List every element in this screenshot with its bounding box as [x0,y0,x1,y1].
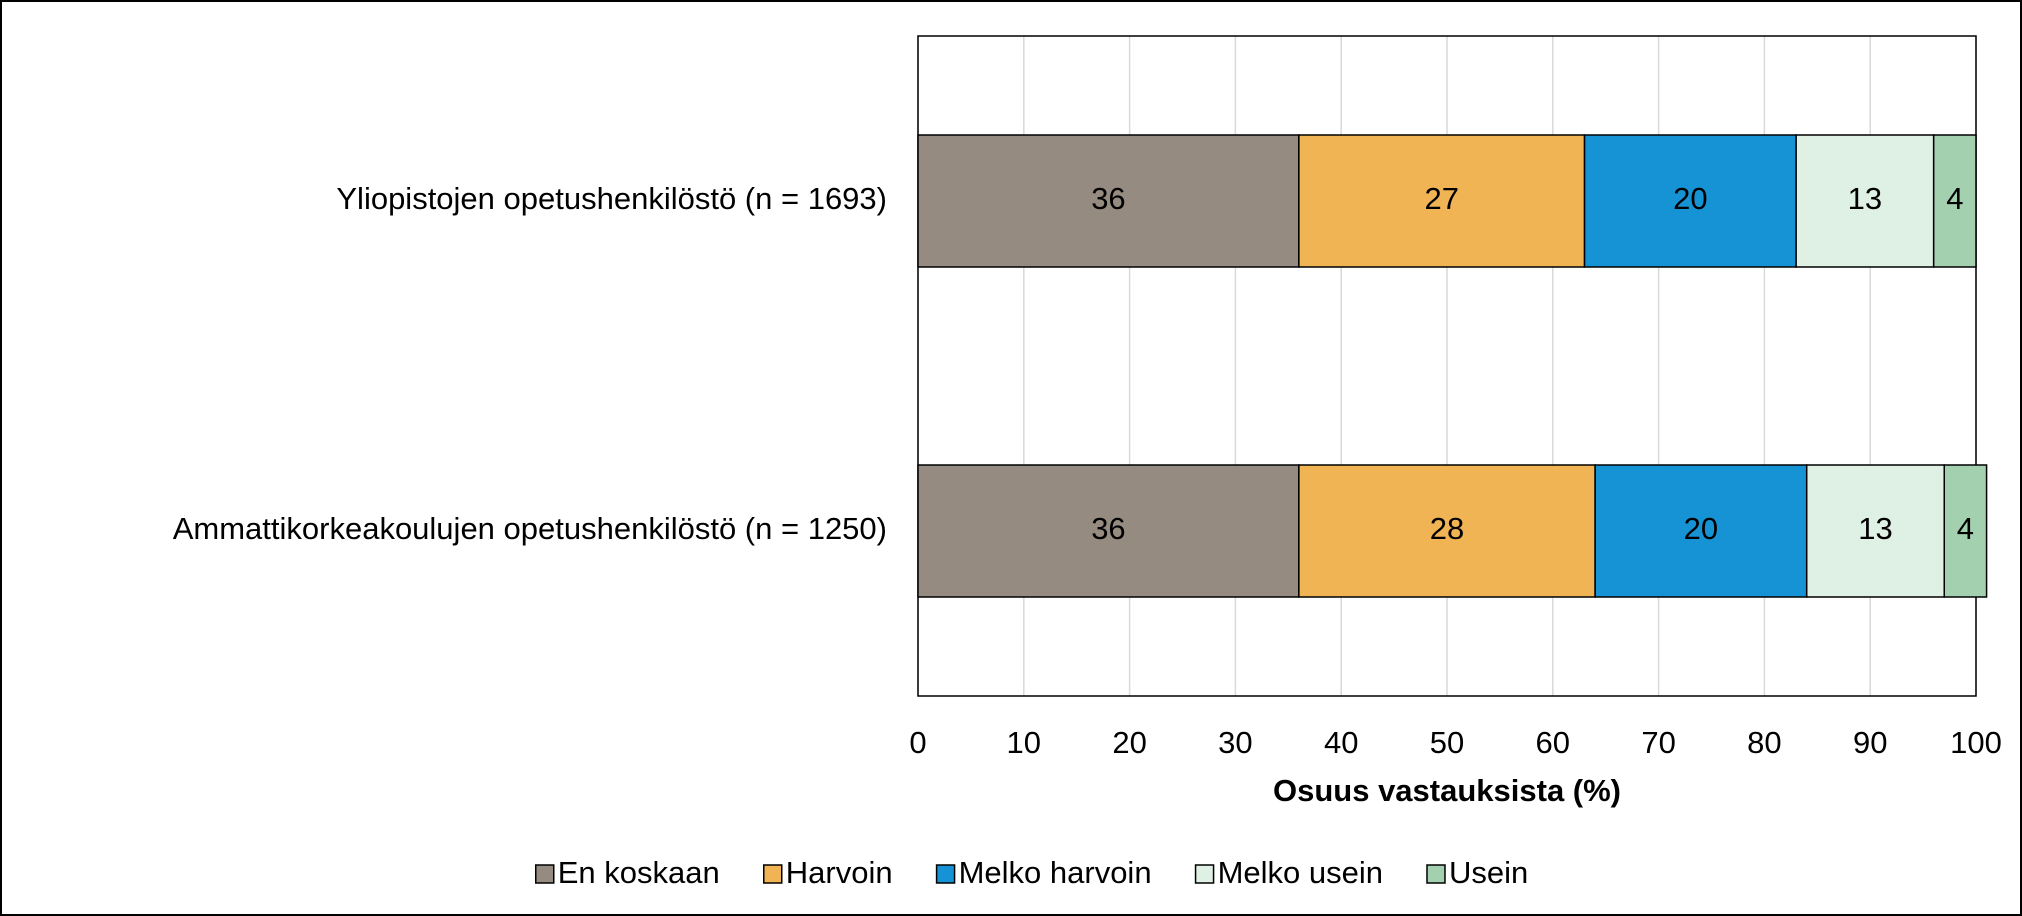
legend-swatch [763,864,783,884]
legend-item: Melko usein [1194,855,1383,890]
category-label: Yliopistojen opetushenkilöstö (n = 1693) [336,181,887,216]
data-label: 13 [1858,511,1892,546]
legend-swatch [935,864,956,884]
bar-segment [1795,134,1935,268]
x-tick-label: 80 [1747,725,1781,760]
x-tick-label: 90 [1853,725,1887,760]
bar-segment [1298,464,1596,598]
legend-label: Melko harvoin [959,855,1152,890]
legend-label: Melko usein [1218,855,1383,890]
x-tick-label: 30 [1218,725,1252,760]
category-label: Ammattikorkeakoulujen opetushenkilöstö (… [173,511,887,546]
data-label: 13 [1848,181,1882,216]
legend-item: En koskaan [535,855,720,890]
data-label: 4 [1957,511,1974,546]
legend-label: Harvoin [786,855,893,890]
data-label: 36 [1091,511,1125,546]
x-tick-label: 0 [909,725,926,760]
bar-segment [1805,464,1946,598]
x-tick-label: 40 [1324,725,1358,760]
legend-swatch [1194,864,1215,884]
x-tick-label: 10 [1007,725,1041,760]
data-label: 4 [1946,181,1963,216]
x-tick-label: 70 [1641,725,1675,760]
plot-border [917,35,1977,697]
x-tick-label: 60 [1536,725,1570,760]
legend-label: Usein [1449,855,1528,890]
legend-swatch [1426,864,1446,884]
legend-item: Harvoin [763,855,893,890]
legend-item: Usein [1426,855,1528,890]
bar-segment [917,464,1300,598]
x-axis-title: Osuus vastauksista (%) [1273,773,1621,808]
legend-item: Melko harvoin [935,855,1152,890]
x-tick-label: 50 [1430,725,1464,760]
data-label: 20 [1673,181,1707,216]
bar-segment [1932,134,1977,268]
legend-label: En koskaan [558,855,720,890]
bar-segment [917,134,1300,268]
legend-swatch [535,864,555,884]
bar-segment [1943,464,1988,598]
data-label: 27 [1424,181,1458,216]
data-label: 36 [1091,181,1125,216]
x-tick-label: 100 [1950,725,2002,760]
x-tick-label: 20 [1112,725,1146,760]
data-label: 28 [1430,511,1464,546]
data-label: 20 [1684,511,1718,546]
